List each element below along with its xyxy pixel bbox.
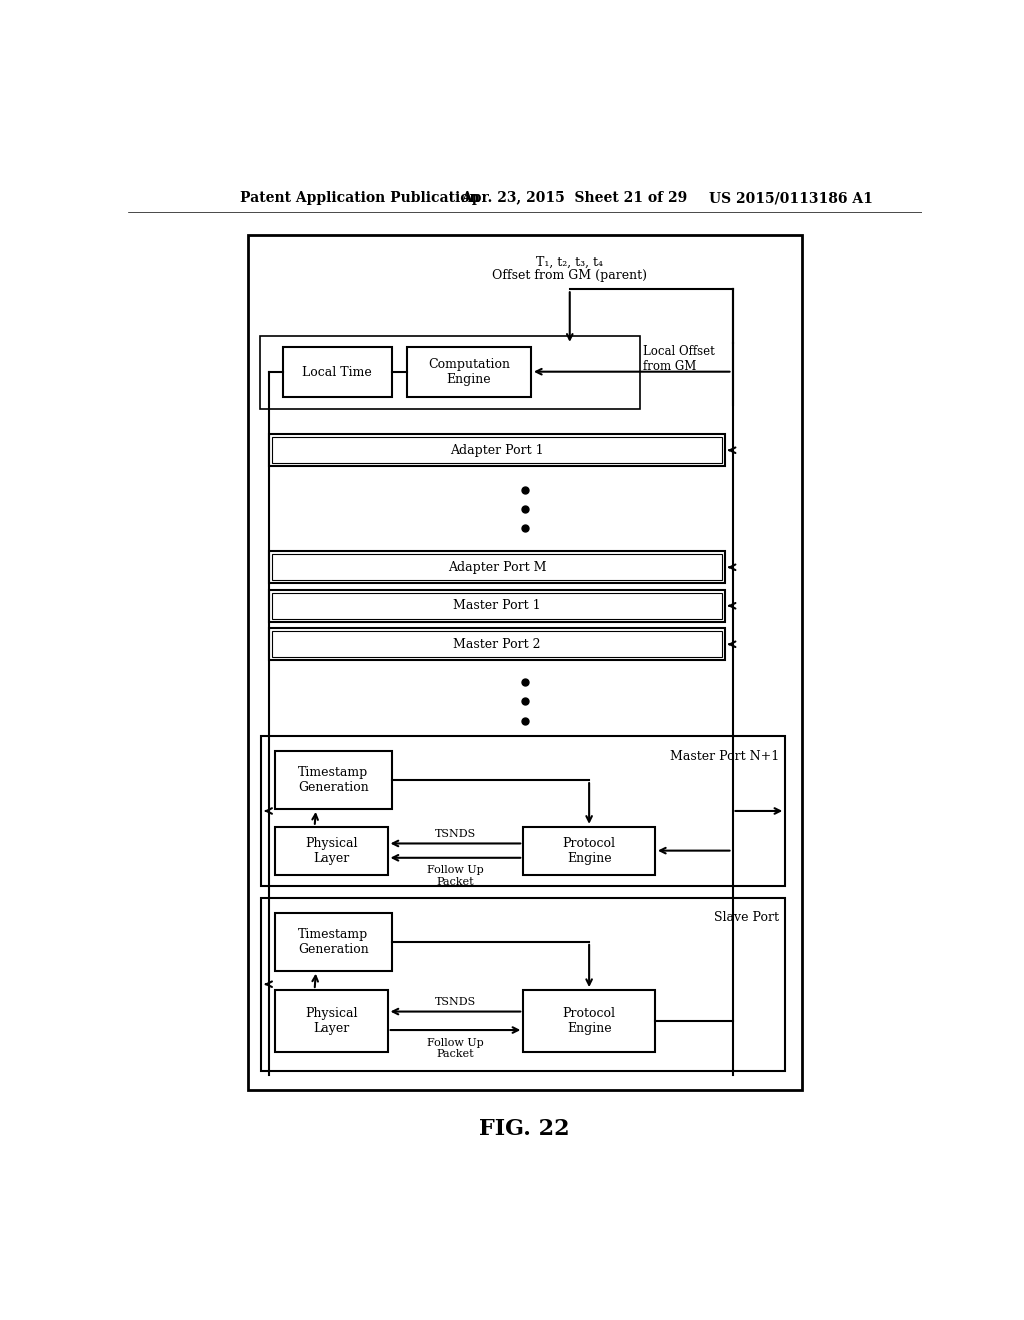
Bar	[272, 437, 722, 463]
Bar	[269, 552, 725, 583]
Bar	[261, 898, 785, 1071]
Text: Patent Application Publication: Patent Application Publication	[241, 191, 480, 206]
Text: TSNDS: TSNDS	[435, 998, 476, 1007]
Bar	[275, 751, 391, 809]
Text: Computation
Engine: Computation Engine	[428, 358, 510, 385]
Text: TSNDS: TSNDS	[435, 829, 476, 840]
Bar	[523, 826, 655, 875]
Bar	[269, 590, 725, 622]
Text: Slave Port: Slave Port	[714, 911, 779, 924]
Bar	[283, 347, 391, 397]
Text: Adapter Port 1: Adapter Port 1	[451, 444, 544, 457]
Bar	[261, 737, 785, 886]
Text: Adapter Port M: Adapter Port M	[447, 561, 546, 574]
Text: FIG. 22: FIG. 22	[479, 1118, 570, 1139]
Bar	[272, 631, 722, 657]
Bar	[272, 593, 722, 619]
Text: Physical
Layer: Physical Layer	[305, 1007, 357, 1035]
Text: Timestamp
Generation: Timestamp Generation	[298, 928, 369, 956]
Text: US 2015/0113186 A1: US 2015/0113186 A1	[710, 191, 873, 206]
Bar	[248, 235, 802, 1090]
Bar	[275, 990, 388, 1052]
Bar	[275, 826, 388, 875]
Text: Master Port N+1: Master Port N+1	[670, 750, 779, 763]
Bar	[275, 913, 391, 970]
Text: Follow Up
Packet: Follow Up Packet	[427, 1038, 483, 1060]
Text: Local Offset
from GM: Local Offset from GM	[643, 345, 715, 372]
Text: Protocol
Engine: Protocol Engine	[562, 1007, 615, 1035]
Text: Master Port 1: Master Port 1	[453, 599, 541, 612]
Bar	[523, 990, 655, 1052]
Text: T₁, t₂, t₃, t₄: T₁, t₂, t₃, t₄	[537, 256, 603, 269]
Text: Physical
Layer: Physical Layer	[305, 837, 357, 865]
Text: Apr. 23, 2015  Sheet 21 of 29: Apr. 23, 2015 Sheet 21 of 29	[461, 191, 687, 206]
Text: Local Time: Local Time	[302, 366, 372, 379]
Bar	[260, 335, 640, 409]
Bar	[269, 434, 725, 466]
Text: Master Port 2: Master Port 2	[454, 638, 541, 651]
Text: Timestamp
Generation: Timestamp Generation	[298, 766, 369, 795]
Text: Protocol
Engine: Protocol Engine	[562, 837, 615, 865]
Bar	[407, 347, 531, 397]
Bar	[269, 628, 725, 660]
Text: Follow Up
Packet: Follow Up Packet	[427, 866, 483, 887]
Text: Offset from GM (parent): Offset from GM (parent)	[493, 269, 647, 282]
Bar	[272, 554, 722, 581]
